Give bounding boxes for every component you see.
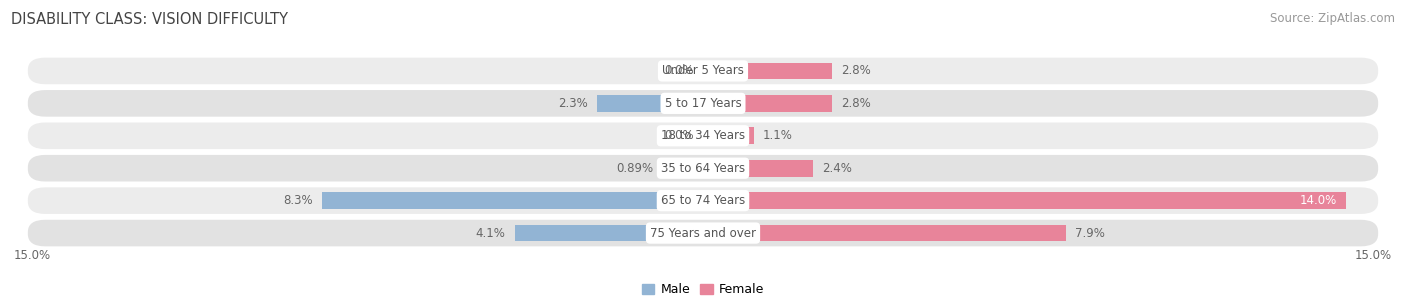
Bar [703, 160, 813, 177]
Text: 75 Years and over: 75 Years and over [650, 226, 756, 240]
FancyBboxPatch shape [28, 220, 1378, 246]
Text: 65 to 74 Years: 65 to 74 Years [661, 194, 745, 207]
Bar [703, 225, 1066, 241]
Text: 1.1%: 1.1% [762, 129, 793, 142]
Bar [703, 127, 754, 144]
Text: 0.89%: 0.89% [616, 162, 652, 175]
Text: 4.1%: 4.1% [475, 226, 506, 240]
Text: 2.8%: 2.8% [841, 64, 870, 78]
FancyBboxPatch shape [28, 90, 1378, 117]
Text: 18 to 34 Years: 18 to 34 Years [661, 129, 745, 142]
Text: 0.0%: 0.0% [664, 129, 693, 142]
Bar [703, 95, 831, 112]
Text: 15.0%: 15.0% [14, 249, 51, 262]
Text: 7.9%: 7.9% [1076, 226, 1105, 240]
Text: 35 to 64 Years: 35 to 64 Years [661, 162, 745, 175]
Text: 0.0%: 0.0% [664, 64, 693, 78]
Text: DISABILITY CLASS: VISION DIFFICULTY: DISABILITY CLASS: VISION DIFFICULTY [11, 12, 288, 27]
FancyBboxPatch shape [28, 123, 1378, 149]
Text: 14.0%: 14.0% [1299, 194, 1337, 207]
Bar [598, 95, 703, 112]
Bar [703, 63, 831, 79]
Legend: Male, Female: Male, Female [641, 282, 765, 298]
FancyBboxPatch shape [28, 187, 1378, 214]
Text: 8.3%: 8.3% [283, 194, 312, 207]
Text: 2.8%: 2.8% [841, 97, 870, 110]
Bar [322, 192, 703, 209]
Bar [703, 192, 1346, 209]
Text: 5 to 17 Years: 5 to 17 Years [665, 97, 741, 110]
Text: 2.3%: 2.3% [558, 97, 588, 110]
Text: Source: ZipAtlas.com: Source: ZipAtlas.com [1270, 12, 1395, 25]
FancyBboxPatch shape [28, 58, 1378, 84]
Text: 15.0%: 15.0% [1355, 249, 1392, 262]
Bar [662, 160, 703, 177]
FancyBboxPatch shape [28, 155, 1378, 181]
Text: 2.4%: 2.4% [823, 162, 852, 175]
Bar [515, 225, 703, 241]
Text: Under 5 Years: Under 5 Years [662, 64, 744, 78]
